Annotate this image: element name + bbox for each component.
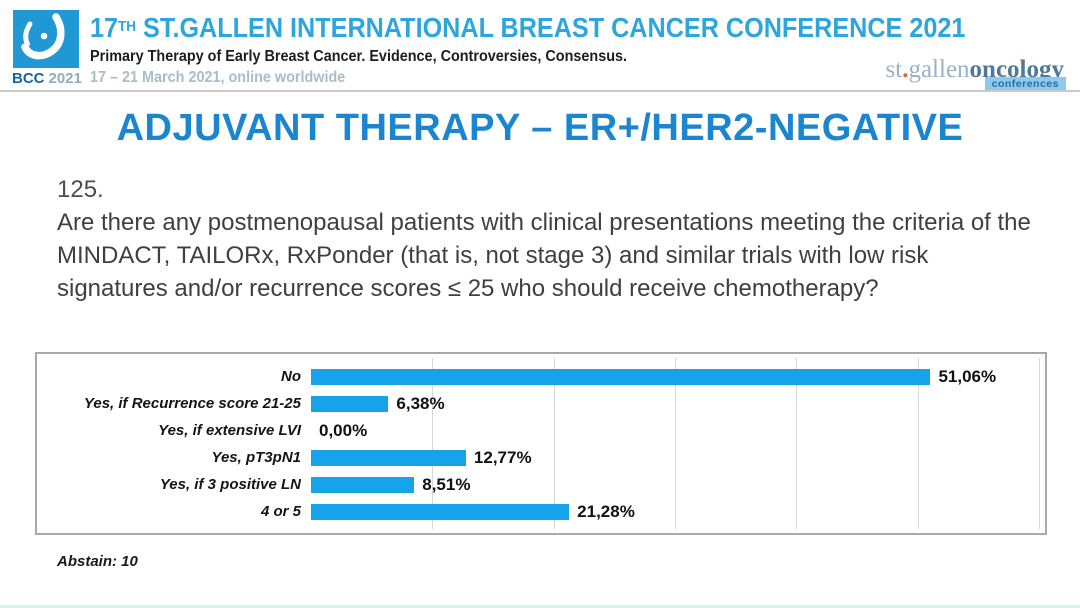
logo-st: st bbox=[885, 56, 903, 83]
chart-bar-track: 8,51% bbox=[311, 471, 1045, 498]
title-superscript: TH bbox=[118, 18, 137, 35]
chart-value-label: 12,77% bbox=[473, 447, 532, 467]
conference-header: 17TH ST.GALLEN INTERNATIONAL BREAST CANC… bbox=[90, 12, 1063, 87]
poll-results-chart: No 51,06% Yes, if Recurrence score 21-25 6,… bbox=[35, 352, 1047, 535]
conference-subtitle: Primary Therapy of Early Breast Cancer. … bbox=[90, 48, 628, 65]
chart-row: Yes, if extensive LVI 0,00% bbox=[37, 417, 1045, 444]
chart-bar bbox=[311, 395, 389, 412]
question-text: Are there any postmenopausal patients wi… bbox=[57, 209, 1031, 302]
chart-category-label: No bbox=[281, 368, 301, 385]
chart-bar-track: 12,77% bbox=[311, 444, 1045, 471]
chart-category-label: Yes, if extensive LVI bbox=[158, 422, 301, 439]
bottom-edge-strip bbox=[0, 605, 1080, 608]
chart-bar bbox=[311, 368, 931, 385]
bcc-label: BCC bbox=[12, 70, 45, 87]
chart-value-label: 8,51% bbox=[422, 474, 471, 494]
chart-value-label: 0,00% bbox=[319, 420, 368, 440]
chart-bar-track: 6,38% bbox=[311, 390, 1045, 417]
chart-bar bbox=[311, 449, 466, 466]
header-divider bbox=[0, 90, 1080, 92]
chart-value-label: 21,28% bbox=[577, 501, 635, 521]
chart-gridline bbox=[1038, 358, 1040, 529]
chart-gridline bbox=[553, 358, 555, 529]
chart-gridline bbox=[796, 358, 798, 529]
chart-category-label: Yes, pT3pN1 bbox=[211, 449, 301, 466]
conferences-badge: conferences bbox=[984, 77, 1066, 91]
chart-gridline bbox=[674, 358, 676, 529]
chart-bar-track: 51,06% bbox=[311, 363, 1045, 390]
swan-drop-icon bbox=[21, 13, 65, 60]
conference-dates: 17 – 21 March 2021, online worldwide bbox=[90, 69, 346, 86]
logo-gallen: gallen bbox=[908, 56, 970, 83]
chart-category-label: Yes, if Recurrence score 21-25 bbox=[83, 395, 301, 412]
chart-grid-layer bbox=[311, 358, 1045, 529]
chart-gridline bbox=[917, 358, 919, 529]
chart-gridline bbox=[432, 358, 434, 529]
chart-bar-track: 0,00% bbox=[311, 417, 1045, 444]
question-block: 125. Are there any postmenopausal patien… bbox=[57, 173, 1037, 305]
chart-bar-track: 21,28% bbox=[311, 498, 1045, 525]
logo-orange-dot: . bbox=[902, 56, 909, 83]
chart-rows: No 51,06% Yes, if Recurrence score 21-25 6,… bbox=[37, 354, 1045, 525]
chart-bar bbox=[311, 476, 415, 493]
chart-category-label: Yes, if 3 positive LN bbox=[159, 476, 301, 493]
chart-value-label: 6,38% bbox=[396, 393, 445, 413]
question-number: 125. bbox=[57, 176, 104, 203]
chart-row: 4 or 5 21,28% bbox=[37, 498, 1045, 525]
chart-category-label: 4 or 5 bbox=[260, 503, 301, 520]
chart-value-label: 51,06% bbox=[938, 366, 997, 386]
conference-title: 17TH ST.GALLEN INTERNATIONAL BREAST CANC… bbox=[90, 12, 966, 43]
abstain-note: Abstain: 10 bbox=[57, 553, 138, 570]
stgallen-oncology-logo: st.gallenoncology conferences bbox=[885, 56, 1066, 91]
bcc-logo-caption: BCC 2021 bbox=[12, 70, 92, 87]
chart-row: Yes, if Recurrence score 21-25 6,38% bbox=[37, 390, 1045, 417]
bcc-year-label: 2021 bbox=[48, 70, 82, 87]
chart-row: No 51,06% bbox=[37, 363, 1045, 390]
chart-row: Yes, pT3pN1 12,77% bbox=[37, 444, 1045, 471]
bcc-logo bbox=[13, 10, 79, 68]
slide-title: ADJUVANT THERAPY – ER+/HER2-NEGATIVE bbox=[116, 107, 964, 149]
chart-bar bbox=[311, 503, 570, 520]
chart-row: Yes, if 3 positive LN 8,51% bbox=[37, 471, 1045, 498]
